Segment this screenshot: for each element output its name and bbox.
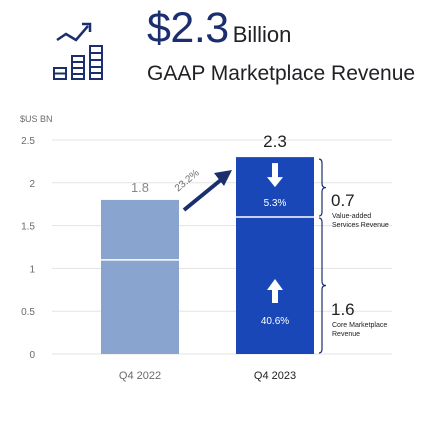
bar-total-label: 2.3 (263, 132, 287, 151)
y-tick-label: 0.5 (21, 307, 35, 318)
segment-name-label: Core Marketplace (332, 322, 387, 329)
up-arrow-icon (272, 289, 278, 303)
y-tick-label: 1 (29, 264, 35, 275)
segment-name-label: Revenue (332, 331, 360, 338)
headline-value: $2.3 (147, 4, 229, 52)
growth-chart-icon (53, 22, 103, 80)
segment-bracket (318, 158, 327, 217)
down-arrow-icon (267, 177, 283, 188)
segment-name-label: Services Revenue (332, 222, 389, 229)
segment-bracket (318, 217, 327, 354)
growth-arrow-head (214, 170, 232, 186)
bar-total-label: 1.8 (131, 180, 149, 195)
segment-growth-label: 5.3% (264, 198, 287, 209)
y-tick-label: 0 (29, 350, 35, 361)
bar-q4-2022 (101, 199, 179, 354)
y-tick-label: 2.5 (21, 136, 35, 147)
x-category-label: Q4 2022 (119, 370, 161, 382)
headline: $2.3 Billion (147, 4, 291, 53)
down-arrow-icon (272, 163, 278, 179)
segment-name-label: Value-added (332, 213, 371, 220)
growth-label: 23.2% (173, 168, 202, 195)
growth-arrow (182, 177, 224, 212)
y-axis-title: $US BN (20, 114, 53, 124)
y-tick-label: 1.5 (21, 222, 35, 233)
x-category-label: Q4 2023 (254, 370, 296, 382)
segment-value-label: 0.7 (331, 191, 355, 210)
up-arrow-icon (267, 279, 283, 290)
headline-subtitle: GAAP Marketplace Revenue (147, 62, 416, 85)
headline-unit: Billion (232, 22, 292, 47)
y-tick-label: 2 (29, 179, 35, 190)
segment-value-label: 1.6 (331, 300, 355, 319)
segment-growth-label: 40.6% (261, 316, 289, 327)
